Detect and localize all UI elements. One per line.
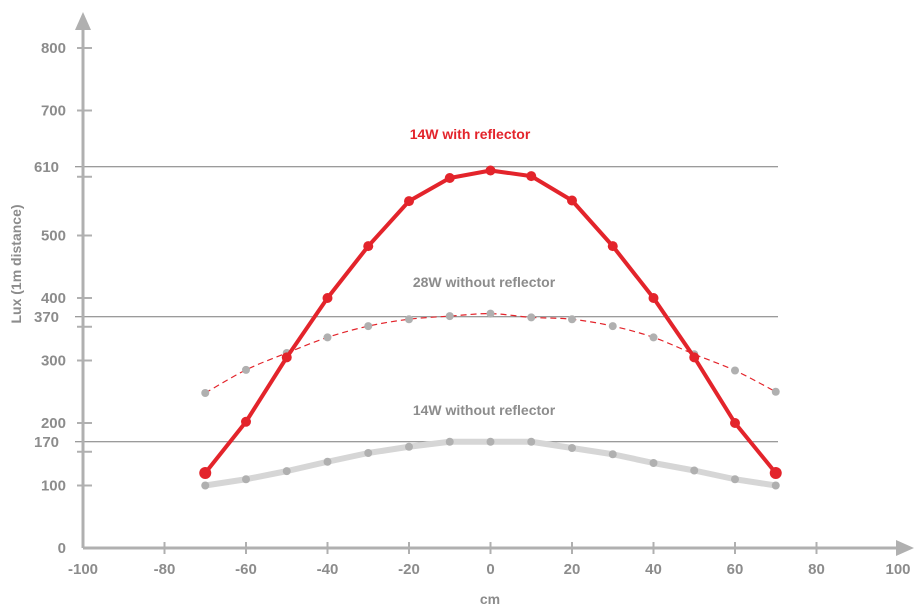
data-point (649, 333, 658, 342)
data-point (607, 241, 618, 252)
data-point (568, 444, 576, 452)
data-point (485, 165, 496, 176)
x-tick-label--80: -80 (154, 561, 176, 578)
x-tick-label--40: -40 (317, 561, 339, 578)
x-tick-label-40: 40 (645, 561, 662, 578)
data-point (323, 333, 332, 342)
data-point (648, 293, 659, 303)
series-28w-without-reflector (201, 309, 780, 397)
data-point (731, 366, 739, 375)
data-point (689, 352, 700, 363)
data-point (731, 475, 739, 484)
data-point (199, 467, 212, 479)
data-point (730, 418, 740, 428)
y-tick-label-700: 700 (41, 103, 66, 120)
data-point (608, 322, 617, 331)
data-point (281, 352, 292, 363)
data-point (404, 196, 414, 207)
data-point (771, 481, 780, 490)
series-14w-without-reflector (201, 437, 780, 490)
data-point (486, 309, 495, 318)
data-point (405, 315, 413, 324)
x-axis-arrow (896, 540, 914, 556)
data-point (568, 315, 576, 324)
y-ref-label-170: 170 (34, 434, 59, 451)
series-labels: 14W with reflector 28W without reflector 1… (410, 126, 556, 418)
y-tick-label-100: 100 (41, 478, 66, 495)
data-point (769, 467, 782, 479)
series-line (204, 313, 777, 394)
data-point (364, 449, 373, 457)
x-tick-label-80: 80 (808, 561, 825, 578)
data-point (527, 437, 536, 446)
x-tick-label-0: 0 (486, 561, 494, 578)
data-point (242, 475, 250, 484)
y-ref-label-370: 370 (34, 309, 59, 326)
x-tick-label--100: -100 (68, 561, 98, 578)
y-axis-title: Lux (1m distance) (8, 204, 24, 323)
x-axis-title: cm (480, 591, 500, 607)
x-tick-label-20: 20 (564, 561, 581, 578)
y-tick-label-800: 800 (41, 40, 66, 57)
x-tick-label-60: 60 (727, 561, 744, 578)
data-point (322, 293, 333, 303)
series-label-14w-with-reflector: 14W with reflector (410, 126, 531, 142)
data-point (323, 457, 332, 466)
data-point (567, 195, 577, 206)
y-tick-label-300: 300 (41, 353, 66, 370)
series-label-14w-without-reflector: 14W without reflector (413, 402, 556, 418)
data-point (649, 459, 658, 467)
data-point (363, 241, 374, 252)
y-tick-label-0: 0 (58, 540, 66, 557)
data-point (444, 173, 455, 183)
x-tick-label--20: -20 (398, 561, 420, 578)
data-point (405, 442, 413, 451)
data-point (241, 416, 251, 427)
y-ref-label-610: 610 (34, 159, 59, 176)
y-tick-label-200: 200 (41, 415, 66, 432)
data-point (282, 467, 291, 476)
data-point (690, 466, 699, 475)
data-point (201, 481, 210, 490)
data-point (445, 437, 454, 446)
data-point (364, 322, 373, 331)
y-axis-arrow (75, 12, 91, 30)
x-tick-label--60: -60 (235, 561, 257, 578)
data-point (242, 365, 250, 374)
x-tick-label-100: 100 (885, 561, 910, 578)
series-label-28w-without-reflector: 28W without reflector (413, 274, 556, 290)
series-layer (199, 165, 782, 490)
data-point (201, 389, 210, 397)
y-tick-label-400: 400 (41, 290, 66, 307)
series-line (203, 168, 778, 475)
series-14w-with-reflector (199, 165, 782, 479)
data-point (527, 313, 536, 322)
data-point (608, 450, 617, 459)
data-point (445, 312, 454, 321)
data-point (486, 437, 495, 446)
data-point (526, 171, 537, 182)
data-point (771, 387, 780, 396)
series-line (204, 438, 777, 489)
y-tick-label-500: 500 (41, 228, 66, 245)
